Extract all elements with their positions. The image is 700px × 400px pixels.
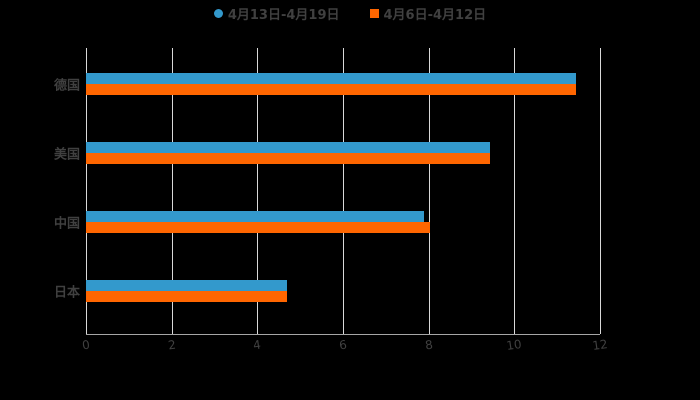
x-tick-label: 6 xyxy=(338,338,348,353)
x-tick-label: 0 xyxy=(81,338,91,353)
category-label: 中国 xyxy=(54,213,80,232)
chart-legend: 4月13日-4月19日 4月6日-4月12日 xyxy=(0,4,700,23)
x-axis xyxy=(86,334,600,335)
category-label: 日本 xyxy=(54,282,80,301)
x-tick-label: 12 xyxy=(591,337,608,353)
bar-series-1[interactable] xyxy=(86,280,287,291)
legend-item-series-1[interactable]: 4月13日-4月19日 xyxy=(214,4,340,23)
legend-label: 4月13日-4月19日 xyxy=(228,4,340,23)
gridline xyxy=(600,48,601,334)
legend-item-series-2[interactable]: 4月6日-4月12日 xyxy=(370,4,487,23)
bar-series-2[interactable] xyxy=(86,291,287,302)
legend-label: 4月6日-4月12日 xyxy=(384,4,487,23)
category-label: 德国 xyxy=(54,75,80,94)
bar-series-1[interactable] xyxy=(86,142,490,153)
bar-series-1[interactable] xyxy=(86,211,424,222)
bar-series-2[interactable] xyxy=(86,222,430,233)
legend-square-icon xyxy=(370,9,379,18)
x-tick-label: 8 xyxy=(424,338,434,353)
legend-dot-icon xyxy=(214,9,223,18)
category-label: 美国 xyxy=(54,144,80,163)
x-tick-label: 4 xyxy=(253,338,263,353)
x-tick-label: 10 xyxy=(506,337,523,353)
bar-series-1[interactable] xyxy=(86,73,576,84)
bar-series-2[interactable] xyxy=(86,84,576,95)
bar-series-2[interactable] xyxy=(86,153,490,164)
x-tick-label: 2 xyxy=(167,338,177,353)
